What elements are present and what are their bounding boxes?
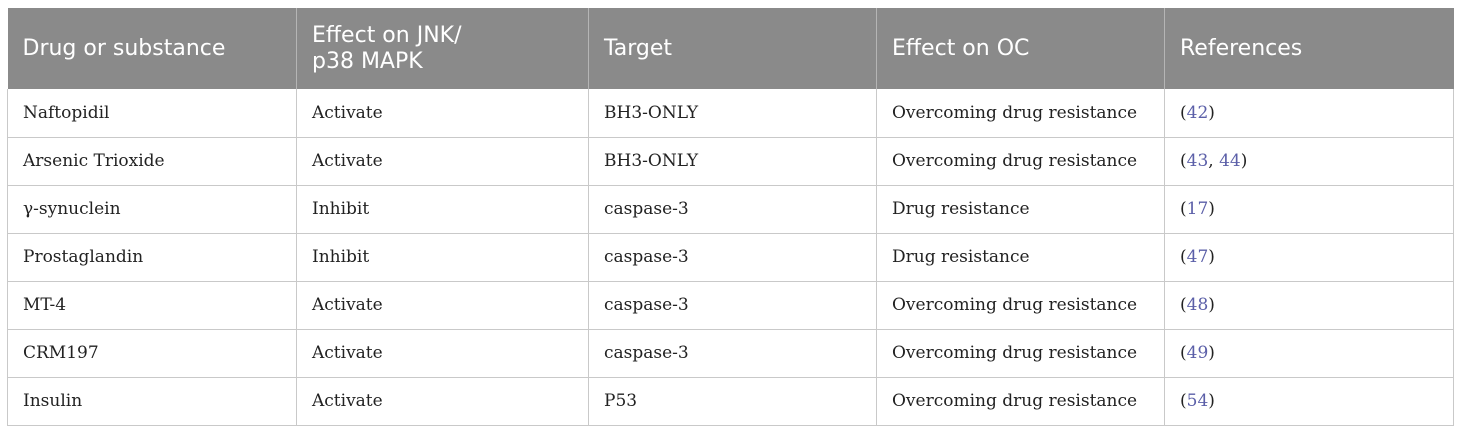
cell-drug: CRM197 xyxy=(7,329,297,378)
cell-target: BH3-ONLY xyxy=(588,137,877,186)
cell-references: (49) xyxy=(1164,329,1454,378)
reference-link[interactable]: 43 xyxy=(1186,151,1209,171)
table-row: Arsenic Trioxide Activate BH3-ONLY Overcomi… xyxy=(7,137,1454,186)
cell-references: (42) xyxy=(1164,89,1454,138)
header-row: Drug or substance Effect on JNK/ p38 MAP… xyxy=(7,8,1454,89)
ref-open-paren: ( xyxy=(1180,151,1187,171)
table-body: Naftopidil Activate BH3-ONLY Overcoming dru… xyxy=(7,89,1454,426)
ref-open-paren: ( xyxy=(1180,295,1187,315)
reference-link[interactable]: 17 xyxy=(1186,199,1209,219)
drug-effects-table: Drug or substance Effect on JNK/ p38 MAP… xyxy=(7,8,1454,426)
ref-separator: , xyxy=(1208,151,1220,171)
cell-drug: Insulin xyxy=(7,377,297,426)
cell-drug: γ-synuclein xyxy=(7,185,297,234)
cell-references: (54) xyxy=(1164,377,1454,426)
header-effect-jnk-text: Effect on JNK/ p38 MAPK xyxy=(312,22,462,74)
cell-references: (47) xyxy=(1164,233,1454,282)
table-row: Naftopidil Activate BH3-ONLY Overcoming dru… xyxy=(7,89,1454,138)
cell-effect: Activate xyxy=(296,137,589,186)
ref-close-paren: ) xyxy=(1208,343,1215,363)
reference-link[interactable]: 44 xyxy=(1219,151,1241,171)
cell-effect-oc: Overcoming drug resistance xyxy=(876,329,1165,378)
cell-effect-oc: Overcoming drug resistance xyxy=(876,89,1165,138)
table-row: Prostaglandin Inhibit caspase-3 Drug resist… xyxy=(7,233,1454,282)
table-row: MT-4 Activate caspase-3 Overcoming drug res… xyxy=(7,281,1454,330)
reference-link[interactable]: 48 xyxy=(1186,295,1209,315)
cell-effect-oc: Drug resistance xyxy=(876,185,1165,234)
reference-link[interactable]: 42 xyxy=(1186,102,1209,123)
cell-drug: Prostaglandin xyxy=(7,233,297,282)
ref-close-paren: ) xyxy=(1240,151,1248,171)
table-row: Insulin Activate P53 Overcoming drug resist… xyxy=(7,377,1454,426)
cell-references: (48) xyxy=(1164,281,1454,330)
cell-effect: Activate xyxy=(296,89,589,138)
cell-references: (17) xyxy=(1164,185,1454,234)
ref-close-paren: ) xyxy=(1208,102,1215,123)
header-effect-jnk: Effect on JNK/ p38 MAPK xyxy=(296,8,589,89)
table-header: Drug or substance Effect on JNK/ p38 MAP… xyxy=(7,8,1454,89)
ref-open-paren: ( xyxy=(1180,102,1187,123)
ref-close-paren: ) xyxy=(1208,247,1215,267)
cell-effect-oc: Drug resistance xyxy=(876,233,1165,282)
cell-effect: Inhibit xyxy=(296,233,589,282)
cell-effect: Inhibit xyxy=(296,185,589,234)
reference-link[interactable]: 49 xyxy=(1186,343,1209,363)
cell-effect: Activate xyxy=(296,377,589,426)
ref-close-paren: ) xyxy=(1208,199,1215,219)
cell-target: caspase-3 xyxy=(588,233,877,282)
header-target: Target xyxy=(588,8,877,89)
cell-target: BH3-ONLY xyxy=(588,89,877,138)
ref-open-paren: ( xyxy=(1180,391,1187,411)
cell-effect: Activate xyxy=(296,281,589,330)
cell-target: caspase-3 xyxy=(588,185,877,234)
cell-target: P53 xyxy=(588,377,877,426)
cell-drug: Arsenic Trioxide xyxy=(7,137,297,186)
table-row: CRM197 Activate caspase-3 Overcoming drug r… xyxy=(7,329,1454,378)
table-container: Drug or substance Effect on JNK/ p38 MAP… xyxy=(7,8,1454,426)
cell-effect: Activate xyxy=(296,329,589,378)
header-drug: Drug or substance xyxy=(7,8,297,89)
ref-open-paren: ( xyxy=(1180,343,1187,363)
header-effect-oc: Effect on OC xyxy=(876,8,1165,89)
cell-effect-oc: Overcoming drug resistance xyxy=(876,377,1165,426)
cell-effect-oc: Overcoming drug resistance xyxy=(876,281,1165,330)
table-row: γ-synuclein Inhibit caspase-3 Drug resistan… xyxy=(7,185,1454,234)
header-references: References xyxy=(1180,35,1303,61)
ref-close-paren: ) xyxy=(1208,391,1215,411)
cell-target: caspase-3 xyxy=(588,329,877,378)
cell-effect-oc: Overcoming drug resistance xyxy=(876,137,1165,186)
ref-open-paren: ( xyxy=(1180,247,1187,267)
cell-references: (43, 44) xyxy=(1164,137,1454,186)
cell-drug: Naftopidil xyxy=(7,89,297,138)
cell-target: caspase-3 xyxy=(588,281,877,330)
ref-close-paren: ) xyxy=(1208,295,1215,315)
ref-open-paren: ( xyxy=(1180,199,1187,219)
cell-drug: MT-4 xyxy=(7,281,297,330)
reference-link[interactable]: 54 xyxy=(1186,391,1209,411)
reference-link[interactable]: 47 xyxy=(1186,247,1209,267)
